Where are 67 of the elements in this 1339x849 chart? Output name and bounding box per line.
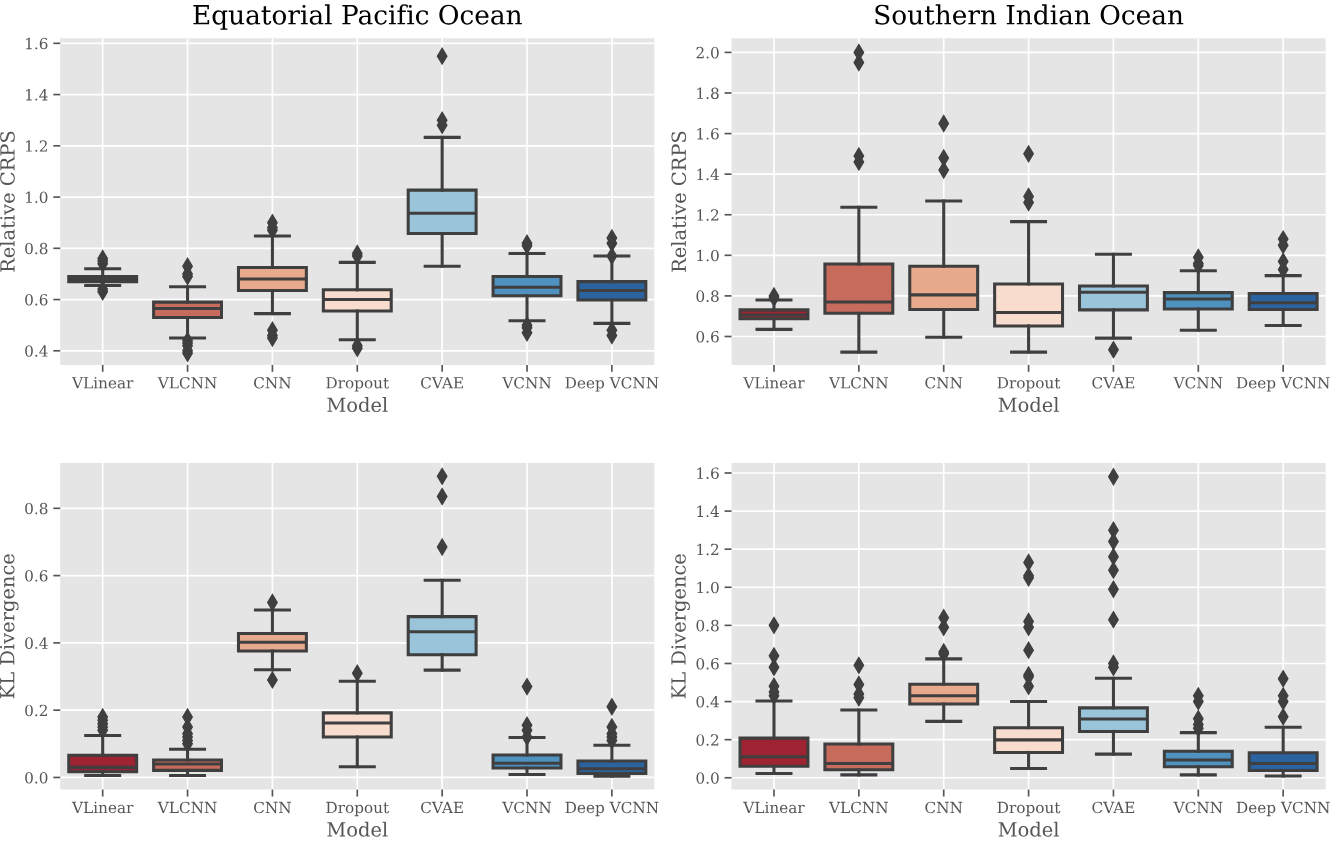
x-tick-label: Deep VCNN: [565, 376, 659, 392]
y-axis-title: Relative CRPS: [671, 131, 687, 272]
y-tick-label: 0.2: [25, 704, 47, 717]
x-tick-label: VLinear: [71, 801, 134, 814]
x-axis-title: Model: [998, 397, 1059, 413]
y-tick-label: 0.6: [25, 570, 48, 582]
y-tick-label: 0.8: [696, 290, 719, 302]
x-tick-label: CNN: [925, 801, 963, 814]
y-axis-title: KL Divergence: [671, 554, 690, 699]
y-tick-label: 1.0: [26, 191, 48, 204]
x-tick-label: CVAE: [421, 801, 463, 814]
x-tick-label: CNN: [254, 376, 291, 389]
y-axis-title: KL Divergence: [0, 554, 19, 699]
x-tick-label: VLCNN: [157, 376, 217, 389]
y-tick-label: 1.6: [697, 128, 719, 140]
y-tick-label: 0.6: [696, 657, 719, 670]
x-tick-label: VLinear: [71, 377, 134, 389]
chart-title: Equatorial Pacific Ocean: [193, 4, 522, 30]
x-tick-label: VLCNN: [828, 376, 888, 389]
x-tick-label: Dropout: [326, 801, 390, 817]
x-tick-label: VLCNN: [828, 801, 888, 814]
x-tick-label: VCNN: [502, 376, 552, 389]
y-tick-label: 0.8: [25, 502, 48, 515]
x-axis-title: Model: [327, 397, 388, 413]
x-tick-label: VCNN: [1173, 801, 1223, 814]
y-tick-label: 1.4: [26, 89, 48, 101]
x-tick-label: CVAE: [421, 376, 463, 389]
x-tick-label: CVAE: [1092, 801, 1135, 814]
x-tick-label: VCNN: [502, 801, 552, 814]
x-tick-label: Dropout: [997, 377, 1061, 392]
x-tick-label: CNN: [925, 376, 963, 389]
y-tick-label: 1.0: [697, 581, 719, 594]
x-tick-label: VCNN: [1173, 376, 1223, 389]
y-tick-label: 0.8: [25, 242, 48, 255]
x-tick-label: VLinear: [743, 801, 805, 814]
y-tick-label: 1.4: [697, 505, 719, 518]
y-tick-label: 0.4: [25, 637, 48, 649]
y-tick-label: 0.4: [25, 345, 48, 357]
y-tick-label: 0.0: [25, 771, 48, 784]
x-tick-label: Dropout: [997, 801, 1061, 817]
x-axis-title: Model: [327, 821, 388, 837]
x-tick-label: Deep VCNN: [565, 801, 659, 817]
y-tick-label: 2.0: [696, 46, 719, 59]
x-tick-label: CNN: [254, 801, 291, 814]
y-axis-title: Relative CRPS: [0, 131, 15, 272]
y-tick-label: 0.8: [696, 619, 719, 632]
x-axis-title: Model: [998, 821, 1059, 837]
chart-title: Southern Indian Ocean: [875, 4, 1184, 25]
y-tick-label: 1.2: [697, 543, 719, 556]
x-tick-label: VLinear: [743, 377, 805, 389]
y-tick-label: 0.0: [696, 772, 719, 784]
y-tick-label: 1.8: [697, 87, 719, 100]
y-tick-label: 1.2: [697, 209, 719, 221]
y-tick-label: 1.6: [697, 467, 719, 480]
x-tick-label: Deep VCNN: [1236, 376, 1330, 392]
y-tick-label: 0.2: [696, 734, 719, 746]
y-tick-label: 1.2: [26, 140, 47, 152]
y-tick-label: 0.4: [696, 696, 719, 708]
x-tick-label: CVAE: [1092, 376, 1135, 389]
y-tick-label: 1.0: [697, 249, 719, 262]
x-tick-label: Dropout: [326, 377, 390, 392]
y-tick-label: 1.4: [697, 168, 719, 181]
x-tick-label: VLCNN: [157, 801, 217, 814]
y-tick-label: 0.6: [25, 294, 48, 306]
y-tick-label: 0.6: [696, 330, 719, 343]
x-tick-label: Deep VCNN: [1236, 801, 1330, 817]
y-tick-label: 1.6: [26, 37, 48, 50]
